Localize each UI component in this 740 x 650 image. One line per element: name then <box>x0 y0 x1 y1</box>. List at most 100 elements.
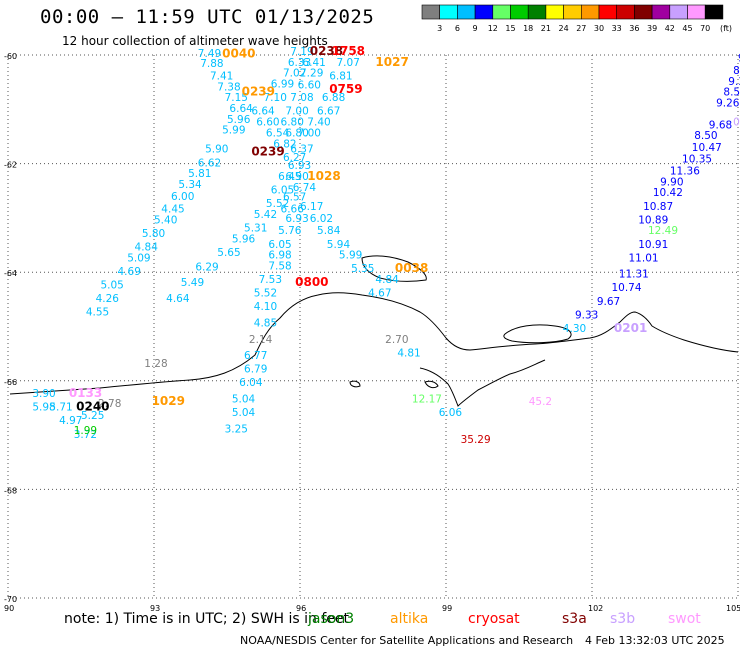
wave-height-value: 4.45 <box>161 203 184 215</box>
wave-height-value: 8.50 <box>723 87 740 99</box>
wave-height-value: 5.52 <box>266 198 289 210</box>
wave-height-value: 7.53 <box>259 274 282 286</box>
wave-height-value: 6.60 <box>298 80 321 92</box>
page-title: 00:00 – 11:59 UTC 01/13/2025 <box>40 6 375 28</box>
pass-time-label: 0201 <box>614 321 647 335</box>
wave-height-value: 6.93 <box>285 213 308 225</box>
wave-height-value: 6.17 <box>300 201 323 213</box>
pass-time-label: 0040 <box>222 47 255 61</box>
coastline-islet-1 <box>361 255 427 282</box>
color-legend: 3 6 9 12 15 18 21 24 27 30 33 36 39 42 45 70 (ft) <box>421 4 732 33</box>
legend-value: 24 <box>559 24 569 33</box>
legend-value: 15 <box>505 24 515 33</box>
wave-height-value: 7.15 <box>225 92 248 104</box>
pass-time-label: 0038 <box>395 261 428 275</box>
wave-height-value: 6.37 <box>290 144 313 156</box>
legend-swatch <box>492 4 511 20</box>
wave-height-value: 10.35 <box>682 154 712 166</box>
wave-height-value: 6.04 <box>239 377 263 389</box>
coastline-islet-2 <box>424 380 439 389</box>
wave-height-value: 3.90 <box>32 388 55 400</box>
wave-height-value: 6.62 <box>198 157 221 169</box>
wave-height-value: 7.38 <box>217 81 240 93</box>
lat-tick-label: -62 <box>4 161 17 170</box>
legend-swatch <box>669 4 688 20</box>
wave-height-value: 8.0 <box>733 65 740 77</box>
wave-height-value: 9.90 <box>660 176 683 188</box>
legend-value: 12 <box>488 24 498 33</box>
legend-swatch <box>421 4 441 20</box>
wave-height-value: 6.88 <box>322 92 345 104</box>
wave-height-value: 6.57 <box>283 192 306 204</box>
wave-height-value: 6.05 <box>268 239 291 251</box>
wave-height-value: 5.34 <box>178 179 202 191</box>
wave-height-value: 8.50 <box>694 130 717 142</box>
wave-height-value: 4.84 <box>375 274 399 286</box>
wave-height-value: 6.77 <box>244 350 267 362</box>
pass-time-label: 0238 <box>310 44 343 58</box>
wave-height-value: 4.10 <box>254 301 277 313</box>
wave-height-value: 6.90 <box>285 171 308 183</box>
wave-height-value: 4.30 <box>563 323 586 335</box>
legend-swatch <box>510 4 529 20</box>
lat-tick-label: -66 <box>4 378 17 387</box>
sat-key-altika: altika <box>390 611 429 627</box>
lon-tick-label: 90 <box>4 604 14 613</box>
wave-height-value: 6.27 <box>283 152 306 164</box>
legend-swatch <box>474 4 494 20</box>
wave-height-value: 11.36 <box>670 165 700 177</box>
wave-height-value: 6.93 <box>288 160 311 172</box>
wave-height-value: 6.06 <box>439 407 463 419</box>
wave-height-value: 12.49 <box>648 225 678 237</box>
wave-height-value: 5.42 <box>254 209 277 221</box>
wave-height-value: 5.40 <box>154 214 177 226</box>
wave-height-value: 7.08 <box>290 92 313 104</box>
wave-height-value: 5.81 <box>188 168 211 180</box>
wave-height-value: 4.26 <box>96 293 120 305</box>
legend-swatch <box>651 4 671 20</box>
wave-height-value: 10.42 <box>653 187 683 199</box>
wave-height-value: 5.99 <box>222 125 245 137</box>
wave-height-value: 5.09 <box>127 252 150 264</box>
wave-height-value: 5.90 <box>205 144 228 156</box>
wave-height-value: 0 <box>733 117 740 129</box>
wave-height-value: 6.98 <box>268 250 291 262</box>
lon-tick-label: 102 <box>588 604 603 613</box>
wave-height-value: 5.76 <box>278 225 302 237</box>
wave-height-value: 3.72 <box>74 429 97 441</box>
wave-height-value: 7.41 <box>210 70 233 82</box>
pass-time-label: 0239 <box>242 85 275 99</box>
pass-time-label: 0133 <box>69 386 102 400</box>
wave-height-value: 7.40 <box>307 117 330 129</box>
wave-height-value: 9.33 <box>575 309 598 321</box>
page-subtitle: 12 hour collection of altimeter wave hei… <box>62 34 328 48</box>
wave-height-value: 6.33 <box>288 57 311 69</box>
legend-swatch <box>581 4 600 20</box>
wave-height-value: 7.10 <box>264 92 287 104</box>
lon-tick-label: 105 <box>726 604 740 613</box>
wave-height-value: 5.99 <box>339 250 362 262</box>
lat-tick-label: -68 <box>4 486 17 495</box>
wave-height-value: 35.29 <box>461 434 491 446</box>
pass-time-label: 0759 <box>329 82 362 96</box>
wave-height-value: 2.70 <box>385 334 408 346</box>
wave-height-value: 5.84 <box>317 225 341 237</box>
pass-time-label: 1029 <box>152 394 185 408</box>
wave-height-value: 11.01 <box>629 252 659 264</box>
wave-height-value: 4.81 <box>397 347 420 359</box>
coastline-main <box>9 292 739 395</box>
legend-value: 33 <box>612 24 622 33</box>
wave-height-value: 5.05 <box>100 279 123 291</box>
wave-height-value: 5.94 <box>327 239 351 251</box>
legend-swatch <box>527 4 547 20</box>
legend-value: 9 <box>473 24 478 33</box>
legend-value: 18 <box>523 24 533 33</box>
sat-key-swot: swot <box>668 611 701 627</box>
wave-height-value: 7.07 <box>337 57 360 69</box>
wave-height-value: 6.60 <box>256 117 279 129</box>
legend-swatch <box>439 4 458 20</box>
wave-height-value: 1.99 <box>74 425 97 437</box>
wave-height-value: 6.80 <box>285 127 308 139</box>
legend-swatch <box>563 4 582 20</box>
wave-height-value: 5.52 <box>254 288 277 300</box>
